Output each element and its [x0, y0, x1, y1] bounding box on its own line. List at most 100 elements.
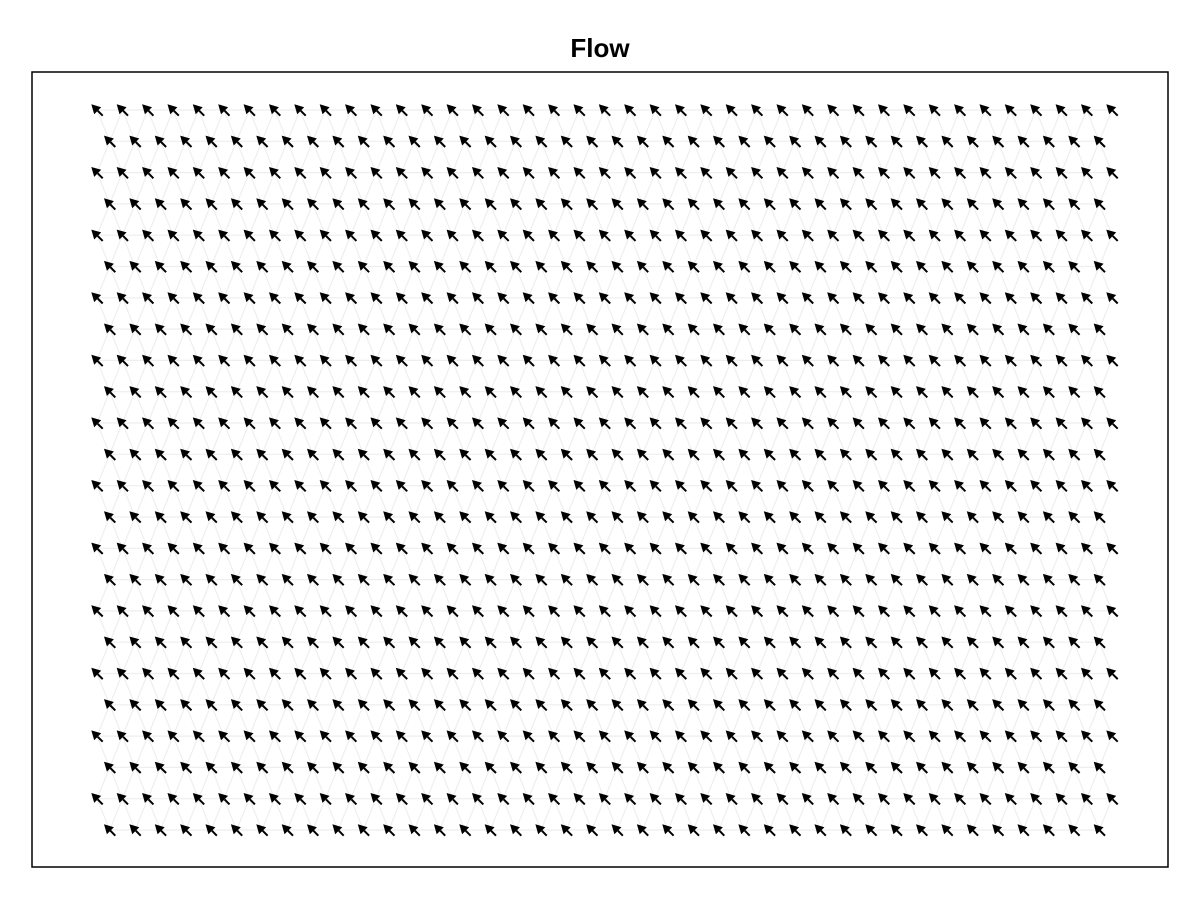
arrow-shaft — [452, 172, 459, 179]
vector-arrow — [1106, 417, 1119, 430]
vector-arrow — [383, 323, 396, 336]
vector-arrow — [205, 448, 218, 461]
arrow-shaft — [464, 516, 472, 524]
arrow-head — [941, 699, 952, 709]
arrow-shaft — [388, 704, 396, 712]
arrow-head — [395, 667, 406, 678]
vector-arrow — [548, 229, 561, 242]
arrow-shaft — [185, 516, 193, 524]
vector-arrow — [167, 104, 180, 117]
arrow-shaft — [312, 579, 320, 586]
vector-arrow — [675, 104, 688, 117]
arrow-head — [1042, 323, 1053, 334]
vector-arrow — [903, 605, 916, 618]
arrow-shaft — [363, 329, 370, 336]
arrow-head — [687, 761, 698, 772]
arrow-head — [776, 229, 787, 240]
arrow-head — [395, 605, 406, 616]
arrow-shaft — [985, 235, 992, 242]
arrow-shaft — [566, 141, 573, 148]
arrow-head — [192, 542, 203, 553]
arrow-head — [776, 292, 787, 303]
arrow-head — [1004, 417, 1015, 428]
arrow-shaft — [312, 203, 320, 211]
vector-arrow — [865, 699, 878, 712]
arrow-shaft — [972, 579, 979, 586]
arrow-shaft — [1111, 172, 1119, 180]
arrow-shaft — [642, 642, 649, 649]
arrow-shaft — [363, 454, 370, 461]
arrow-head — [801, 354, 812, 365]
arrow-shaft — [376, 423, 383, 430]
vector-arrow — [154, 323, 167, 336]
vector-arrow — [91, 292, 104, 305]
vector-arrow — [548, 480, 561, 493]
arrow-shaft — [883, 297, 891, 305]
arrow-shaft — [401, 610, 408, 618]
vector-arrow — [827, 605, 840, 618]
vector-arrow — [636, 198, 649, 211]
vector-arrow — [1004, 480, 1017, 493]
arrow-head — [852, 292, 863, 303]
vector-arrow — [218, 605, 231, 618]
arrow-shaft — [1099, 391, 1106, 399]
arrow-shaft — [921, 141, 929, 148]
arrow-shaft — [655, 235, 662, 242]
vector-arrow — [548, 354, 561, 367]
arrow-head — [345, 793, 355, 803]
arrow-head — [116, 480, 127, 490]
vector-arrow — [433, 824, 446, 837]
arrow-shaft — [1061, 610, 1068, 618]
arrow-shaft — [909, 485, 916, 493]
arrow-head — [865, 636, 876, 647]
arrow-head — [611, 573, 622, 584]
arrow-head — [751, 793, 761, 803]
arrow-shaft — [363, 642, 370, 649]
arrow-head — [763, 636, 774, 647]
arrow-head — [180, 573, 191, 584]
vector-arrow — [687, 636, 700, 649]
arrow-head — [713, 699, 723, 709]
arrow-head — [814, 511, 825, 522]
vector-arrow — [814, 699, 827, 712]
vector-arrow — [687, 573, 700, 586]
arrow-head — [687, 260, 698, 271]
vector-arrow — [992, 573, 1005, 586]
arrow-shaft — [223, 360, 231, 367]
arrow-head — [142, 605, 152, 616]
vector-arrow — [814, 448, 827, 461]
arrow-head — [890, 699, 901, 709]
arrow-head — [1017, 511, 1028, 522]
arrow-head — [611, 636, 622, 647]
vector-arrow — [560, 386, 573, 399]
arrow-shaft — [1099, 266, 1106, 273]
arrow-head — [1055, 480, 1066, 490]
arrow-shaft — [287, 266, 294, 273]
arrow-shaft — [680, 673, 687, 680]
arrow-head — [548, 292, 558, 303]
arrow-shaft — [477, 736, 484, 743]
vector-arrow — [522, 292, 535, 305]
arrow-head — [738, 448, 749, 459]
vector-arrow — [345, 417, 358, 430]
arrow-shaft — [515, 704, 523, 712]
arrow-head — [1017, 761, 1028, 772]
arrow-shaft — [794, 767, 802, 774]
arrow-head — [560, 323, 571, 334]
arrow-shaft — [1111, 109, 1119, 117]
arrow-shaft — [591, 454, 599, 461]
arrow-head — [472, 167, 482, 177]
arrow-head — [560, 636, 571, 647]
arrow-head — [1042, 824, 1053, 835]
vector-arrow — [789, 448, 802, 461]
plot-frame — [31, 71, 1169, 868]
arrow-head — [269, 730, 279, 741]
vector-arrow — [598, 542, 611, 555]
arrow-shaft — [870, 579, 878, 586]
arrow-shaft — [223, 673, 231, 680]
arrow-shaft — [287, 454, 294, 461]
arrow-shaft — [921, 203, 929, 211]
vector-arrow — [573, 229, 586, 242]
arrow-shaft — [604, 297, 611, 305]
arrow-head — [852, 793, 863, 803]
